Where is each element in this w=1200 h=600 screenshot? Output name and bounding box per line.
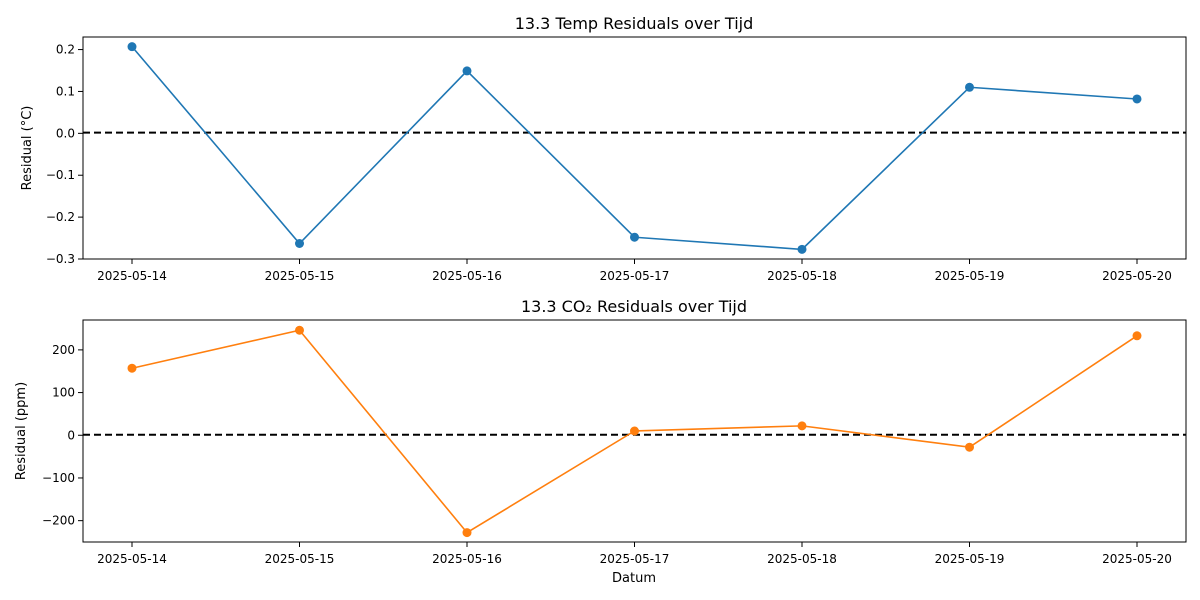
temp-y-tick-label: −0.3	[46, 252, 75, 266]
temp-residual-chart: 13.3 Temp Residuals over Tijd Residual (…	[20, 14, 1187, 283]
co2-residual-chart: 13.3 CO₂ Residuals over Tijd Residual (p…	[14, 297, 1187, 586]
co2-x-tick-label: 2025-05-19	[935, 552, 1005, 566]
co2-data-point	[462, 528, 472, 538]
co2-y-ticks: 200 100 0 −100 −200	[42, 343, 83, 528]
temp-data-point	[630, 232, 639, 242]
co2-x-tick-label: 2025-05-15	[265, 552, 335, 566]
co2-data-point	[295, 325, 304, 335]
co2-y-tick-label: 200	[52, 343, 75, 357]
temp-y-tick-label: 0.0	[56, 126, 75, 140]
co2-x-tick-label: 2025-05-14	[97, 552, 167, 566]
temp-y-tick-label: −0.2	[46, 210, 75, 224]
temp-y-tick-label: 0.2	[56, 43, 75, 57]
co2-data-point	[797, 421, 807, 431]
temp-data-point	[1132, 94, 1142, 104]
co2-chart-title: 13.3 CO₂ Residuals over Tijd	[521, 297, 747, 316]
co2-data-point	[1132, 331, 1142, 341]
temp-data-point	[965, 82, 974, 92]
temp-x-tick-label: 2025-05-19	[935, 269, 1005, 283]
co2-x-ticks: 2025-05-14 2025-05-15 2025-05-16 2025-05-17…	[97, 542, 1172, 566]
temp-y-ticks: 0.2 0.1 0.0 −0.1 −0.2 −0.3	[46, 43, 83, 266]
temp-x-tick-label: 2025-05-16	[432, 269, 502, 283]
temp-data-point	[797, 244, 807, 254]
temp-x-tick-label: 2025-05-17	[600, 269, 670, 283]
co2-y-tick-label: −100	[42, 471, 75, 485]
co2-x-tick-label: 2025-05-16	[432, 552, 502, 566]
temp-x-tick-label: 2025-05-15	[265, 269, 335, 283]
temp-y-tick-label: 0.1	[56, 84, 75, 98]
co2-data-point	[127, 363, 137, 373]
temp-chart-title: 13.3 Temp Residuals over Tijd	[515, 14, 754, 33]
co2-y-axis-label: Residual (ppm)	[14, 382, 29, 480]
co2-plot-frame	[82, 319, 1187, 543]
co2-x-tick-label: 2025-05-17	[600, 552, 670, 566]
co2-x-tick-label: 2025-05-20	[1102, 552, 1172, 566]
co2-x-tick-label: 2025-05-18	[767, 552, 837, 566]
co2-data-point	[965, 442, 974, 452]
temp-x-tick-label: 2025-05-18	[767, 269, 837, 283]
co2-data-point	[630, 426, 639, 436]
co2-y-tick-label: −200	[42, 514, 75, 528]
temp-y-tick-label: −0.1	[46, 168, 75, 182]
temp-series	[127, 42, 1142, 254]
temp-y-axis-label: Residual (°C)	[20, 106, 35, 191]
co2-series	[127, 325, 1142, 538]
temp-plot-frame	[82, 36, 1187, 260]
co2-y-tick-label: 0	[67, 428, 75, 442]
temp-data-point	[295, 239, 304, 249]
temp-x-tick-label: 2025-05-14	[97, 269, 167, 283]
co2-x-axis-label: Datum	[612, 571, 656, 586]
temp-data-point	[462, 66, 472, 76]
temp-data-point	[127, 42, 137, 52]
temp-x-tick-label: 2025-05-20	[1102, 269, 1172, 283]
temp-x-ticks: 2025-05-14 2025-05-15 2025-05-16 2025-05-17…	[97, 259, 1172, 283]
co2-y-tick-label: 100	[52, 386, 75, 400]
